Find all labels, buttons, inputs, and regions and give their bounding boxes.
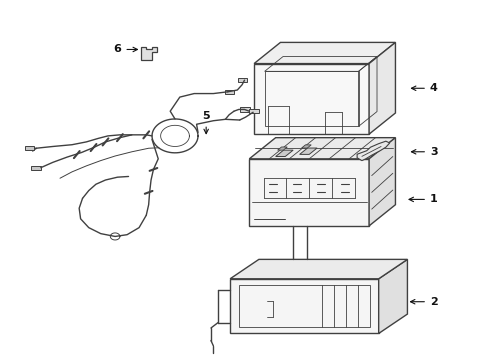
Polygon shape [299, 148, 316, 154]
Polygon shape [25, 146, 34, 150]
Text: 3: 3 [410, 147, 437, 157]
Polygon shape [368, 138, 395, 226]
Polygon shape [249, 109, 258, 113]
Polygon shape [254, 64, 368, 134]
Polygon shape [141, 47, 157, 60]
Polygon shape [378, 259, 407, 333]
Text: 5: 5 [202, 112, 209, 134]
Polygon shape [254, 42, 395, 64]
Polygon shape [356, 141, 389, 161]
Polygon shape [249, 159, 368, 226]
Polygon shape [277, 147, 286, 150]
Text: 4: 4 [410, 83, 437, 93]
Polygon shape [31, 166, 41, 170]
Polygon shape [225, 90, 233, 94]
Polygon shape [249, 138, 395, 159]
Polygon shape [275, 150, 292, 157]
Polygon shape [301, 145, 310, 148]
Polygon shape [368, 42, 395, 134]
Polygon shape [239, 107, 250, 112]
Text: 2: 2 [409, 297, 437, 307]
Text: 1: 1 [408, 194, 437, 204]
Polygon shape [238, 78, 246, 82]
Text: 6: 6 [113, 45, 137, 54]
Polygon shape [230, 279, 378, 333]
Polygon shape [230, 259, 407, 279]
